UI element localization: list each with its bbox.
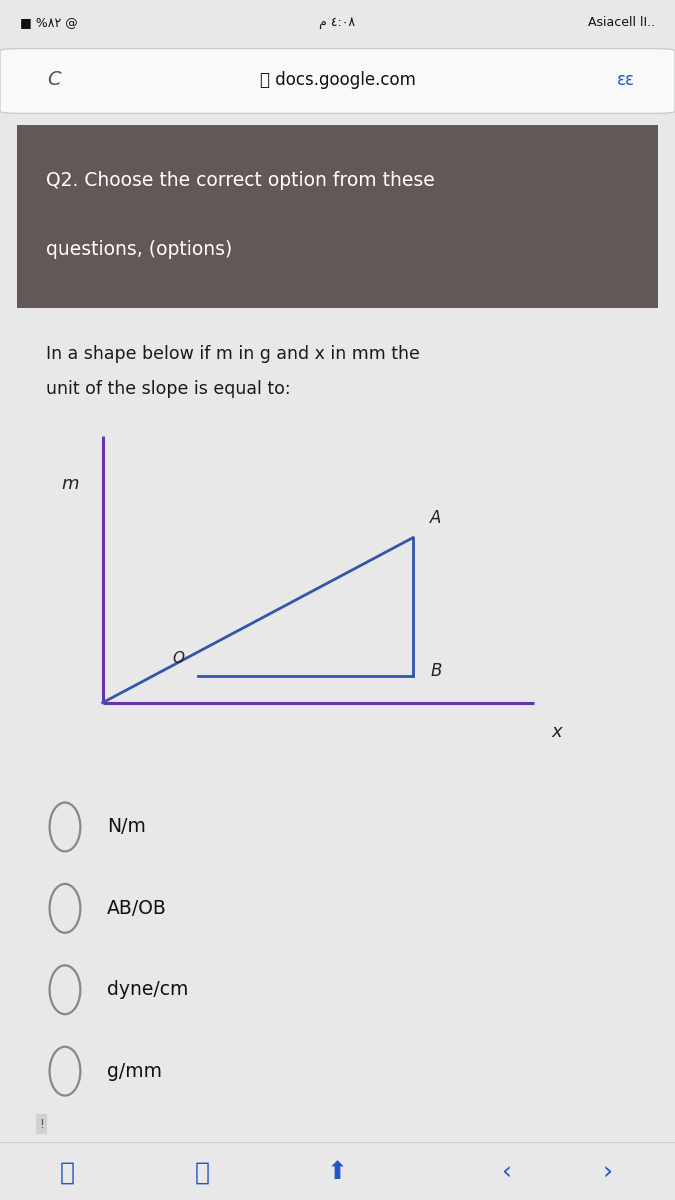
Text: x: x [551, 722, 562, 740]
Text: AB/OB: AB/OB [107, 899, 167, 918]
Text: B: B [431, 661, 441, 679]
Text: ⧉: ⧉ [60, 1160, 75, 1184]
Text: ⬆: ⬆ [327, 1160, 348, 1184]
Text: A: A [431, 509, 441, 527]
Text: N/m: N/m [107, 817, 146, 836]
Text: Q2. Choose the correct option from these: Q2. Choose the correct option from these [46, 170, 435, 190]
Text: م ٤:٠٨: م ٤:٠٨ [319, 16, 356, 29]
Text: 🔒 docs.google.com: 🔒 docs.google.com [260, 71, 415, 89]
Text: Asiacell lI..: Asiacell lI.. [588, 16, 655, 29]
Text: C: C [47, 70, 61, 89]
Text: g/mm: g/mm [107, 1062, 161, 1081]
Text: O: O [173, 650, 184, 666]
FancyBboxPatch shape [0, 48, 675, 114]
Text: ■ %٨٢ @: ■ %٨٢ @ [20, 16, 78, 29]
Text: ‹: ‹ [502, 1160, 511, 1184]
Text: m: m [61, 475, 79, 493]
Text: unit of the slope is equal to:: unit of the slope is equal to: [46, 380, 290, 398]
Text: εε: εε [616, 71, 634, 89]
Text: 📖: 📖 [195, 1160, 210, 1184]
Text: !: ! [38, 1117, 44, 1130]
FancyBboxPatch shape [10, 115, 664, 308]
Text: questions, (options): questions, (options) [46, 240, 232, 259]
Text: dyne/cm: dyne/cm [107, 980, 188, 1000]
Text: In a shape below if m in g and x in mm the: In a shape below if m in g and x in mm t… [46, 344, 420, 362]
Text: ›: › [603, 1160, 612, 1184]
